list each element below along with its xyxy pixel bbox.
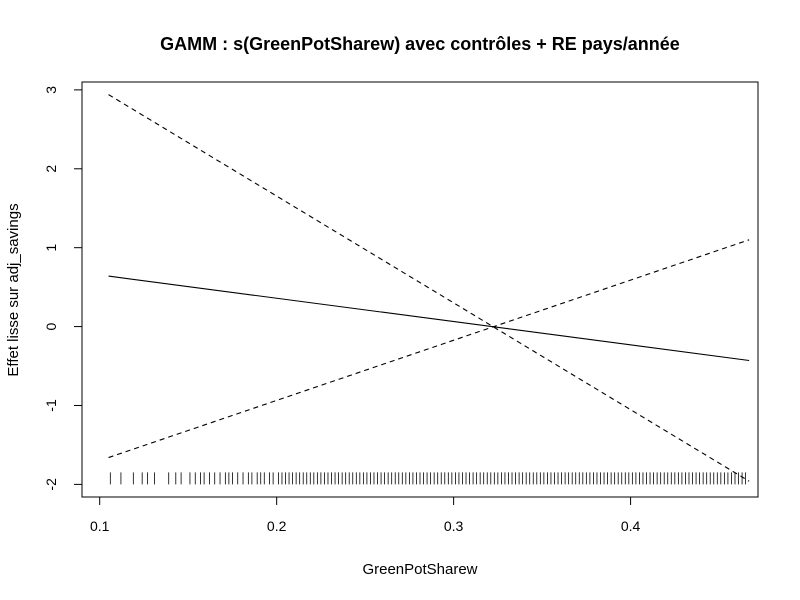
y-tick-label: -1 xyxy=(43,399,59,412)
x-tick-label: 0.2 xyxy=(267,518,287,534)
y-tick-label: -2 xyxy=(43,478,59,491)
plot-frame xyxy=(81,81,759,498)
x-tick-label: 0.3 xyxy=(444,518,464,534)
y-axis-label: Effet lisse sur adj_savings xyxy=(5,203,22,376)
confidence-bound-line xyxy=(108,94,750,482)
y-tick-label: 2 xyxy=(43,165,59,173)
x-axis: 0.1 0.2 0.3 0.4 xyxy=(90,496,641,534)
chart-title: GAMM : s(GreenPotSharew) avec contrôles … xyxy=(160,34,680,54)
smooth-estimate-line xyxy=(108,275,750,362)
y-tick-label: 0 xyxy=(43,322,59,330)
y-tick-label: 3 xyxy=(43,86,59,94)
rug-marks xyxy=(109,472,747,485)
x-tick-label: 0.1 xyxy=(90,518,110,534)
y-axis: -2 -1 0 1 2 3 xyxy=(43,86,83,491)
series-lines xyxy=(108,94,750,482)
confidence-bound-line xyxy=(108,239,750,459)
x-tick-label: 0.4 xyxy=(621,518,641,534)
y-tick-label: 1 xyxy=(43,244,59,252)
x-axis-label: GreenPotSharew xyxy=(362,561,477,578)
